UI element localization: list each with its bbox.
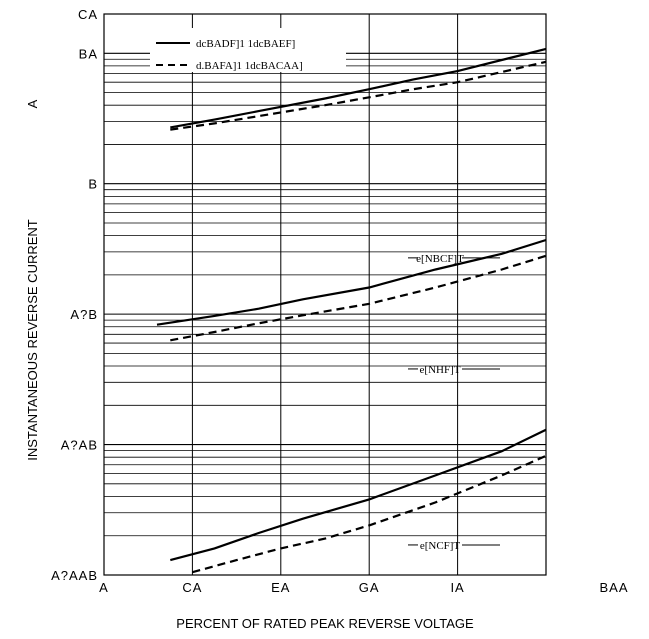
legend: dcBADF]1 1dcBAEF] d.BAFA]1 1dcBACAA] (150, 28, 346, 72)
y-tick-label: B (88, 177, 98, 192)
annotation-label: e[NCF]T (420, 540, 461, 552)
series-line-dashed (192, 454, 547, 574)
x-tick-label: CA (182, 580, 202, 595)
series-layer (156, 47, 547, 574)
annotation-label: e[NBCF]T (416, 253, 464, 265)
plot-border (103, 13, 547, 576)
legend-label: dcBADF]1 1dcBAEF] (196, 38, 295, 50)
x-axis-title: PERCENT OF RATED PEAK REVERSE VOLTAGE (176, 616, 474, 631)
series-line-solid (170, 47, 547, 129)
series-line-dashed (170, 60, 547, 131)
y-tick-label: CA (78, 7, 98, 22)
series-line-solid (170, 428, 547, 562)
x-tick-label: BAA (599, 580, 628, 595)
grid (104, 13, 546, 576)
annotation-layer: e[NBCF]T e[NHF]T e[NCF]T (408, 253, 500, 552)
annotation-label: e[NHF]T (420, 364, 461, 376)
y-tick-label: A?AB (61, 438, 98, 453)
y-tick-label: BA (79, 46, 98, 61)
x-tick-label: A (99, 580, 109, 595)
legend-label: d.BAFA]1 1dcBACAA] (196, 60, 303, 72)
x-tick-label: IA (450, 580, 464, 595)
series-line-dashed (170, 254, 547, 342)
x-tick-label: EA (271, 580, 290, 595)
y-tick-label: A?B (70, 307, 98, 322)
y-tick-label: A?AAB (51, 568, 98, 583)
x-tick-label: GA (359, 580, 380, 595)
series-line-solid (156, 238, 547, 326)
y-axis-unit: A (25, 99, 40, 108)
y-axis-title: INSTANTANEOUS REVERSE CURRENT (25, 219, 40, 461)
